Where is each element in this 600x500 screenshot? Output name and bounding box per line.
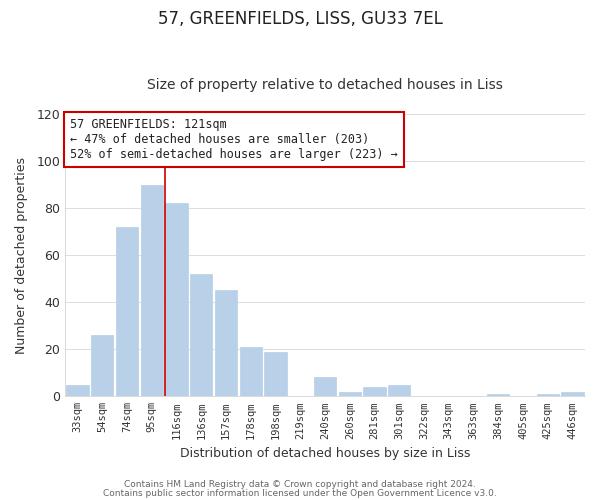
Bar xyxy=(116,227,138,396)
Y-axis label: Number of detached properties: Number of detached properties xyxy=(15,156,28,354)
Bar xyxy=(487,394,509,396)
Bar xyxy=(314,378,336,396)
Bar xyxy=(265,352,287,397)
Text: 57 GREENFIELDS: 121sqm
← 47% of detached houses are smaller (203)
52% of semi-de: 57 GREENFIELDS: 121sqm ← 47% of detached… xyxy=(70,118,398,161)
Bar xyxy=(91,335,113,396)
Bar xyxy=(388,384,410,396)
Bar xyxy=(364,387,386,396)
Bar xyxy=(215,290,237,397)
Bar xyxy=(338,392,361,396)
X-axis label: Distribution of detached houses by size in Liss: Distribution of detached houses by size … xyxy=(180,447,470,460)
Text: 57, GREENFIELDS, LISS, GU33 7EL: 57, GREENFIELDS, LISS, GU33 7EL xyxy=(158,10,442,28)
Text: Contains HM Land Registry data © Crown copyright and database right 2024.: Contains HM Land Registry data © Crown c… xyxy=(124,480,476,489)
Bar xyxy=(140,184,163,396)
Title: Size of property relative to detached houses in Liss: Size of property relative to detached ho… xyxy=(147,78,503,92)
Text: Contains public sector information licensed under the Open Government Licence v3: Contains public sector information licen… xyxy=(103,489,497,498)
Bar xyxy=(166,204,188,396)
Bar xyxy=(67,384,89,396)
Bar xyxy=(239,347,262,397)
Bar xyxy=(190,274,212,396)
Bar xyxy=(537,394,559,396)
Bar xyxy=(562,392,584,396)
